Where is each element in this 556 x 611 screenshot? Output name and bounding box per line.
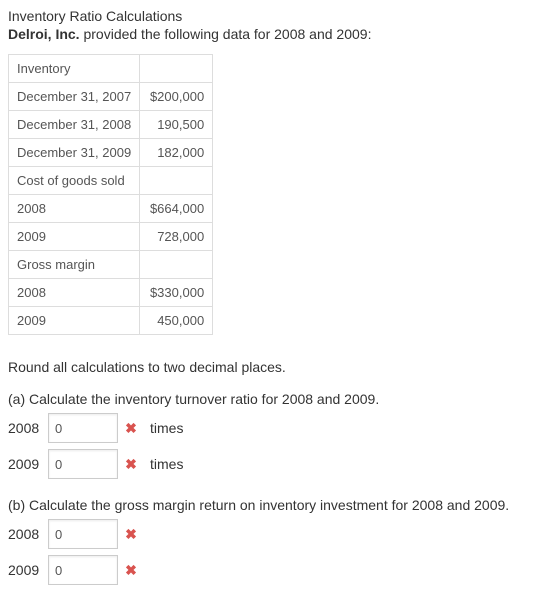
- table-row: 2008$664,000: [9, 195, 213, 223]
- answer-year-label: 2008: [8, 420, 42, 436]
- table-cell-label: December 31, 2008: [9, 111, 140, 139]
- answer-row: 2008 ✖ times: [8, 413, 548, 443]
- table-row: 2008$330,000: [9, 279, 213, 307]
- table-cell-value: 182,000: [140, 139, 213, 167]
- question-a-answers: 2008 ✖ times 2009 ✖ times: [8, 413, 548, 479]
- question-a-prompt: (a) Calculate the inventory turnover rat…: [8, 391, 548, 407]
- gross-margin-roi-2008-input[interactable]: [48, 519, 118, 549]
- answer-row: 2008 ✖: [8, 519, 548, 549]
- incorrect-icon: ✖: [124, 457, 138, 471]
- answer-row: 2009 ✖ times: [8, 449, 548, 479]
- incorrect-icon: ✖: [124, 527, 138, 541]
- answer-year-label: 2009: [8, 562, 42, 578]
- answer-year-label: 2009: [8, 456, 42, 472]
- table-row: Gross margin: [9, 251, 213, 279]
- table-cell-label: 2008: [9, 195, 140, 223]
- page-title: Inventory Ratio Calculations: [8, 8, 548, 24]
- answer-year-label: 2008: [8, 526, 42, 542]
- incorrect-icon: ✖: [124, 563, 138, 577]
- table-cell-label: December 31, 2009: [9, 139, 140, 167]
- intro-text: Delroi, Inc. provided the following data…: [8, 26, 548, 42]
- table-row: December 31, 2007$200,000: [9, 83, 213, 111]
- table-row: December 31, 2009182,000: [9, 139, 213, 167]
- table-cell-label: Gross margin: [9, 251, 140, 279]
- table-cell-value: $664,000: [140, 195, 213, 223]
- answer-row: 2009 ✖: [8, 555, 548, 585]
- table-cell-value: 190,500: [140, 111, 213, 139]
- question-b-answers: 2008 ✖ 2009 ✖: [8, 519, 548, 585]
- table-row: Cost of goods sold: [9, 167, 213, 195]
- incorrect-icon: ✖: [124, 421, 138, 435]
- table-cell-value: [140, 167, 213, 195]
- table-row: December 31, 2008190,500: [9, 111, 213, 139]
- table-row: 2009450,000: [9, 307, 213, 335]
- table-cell-label: December 31, 2007: [9, 83, 140, 111]
- table-cell-value: [140, 55, 213, 83]
- data-table: InventoryDecember 31, 2007$200,000Decemb…: [8, 54, 213, 335]
- table-cell-value: $200,000: [140, 83, 213, 111]
- table-cell-label: 2009: [9, 307, 140, 335]
- answer-unit: times: [150, 456, 183, 472]
- table-cell-value: 728,000: [140, 223, 213, 251]
- gross-margin-roi-2009-input[interactable]: [48, 555, 118, 585]
- table-cell-label: 2009: [9, 223, 140, 251]
- table-cell-label: Inventory: [9, 55, 140, 83]
- table-cell-value: 450,000: [140, 307, 213, 335]
- table-cell-value: [140, 251, 213, 279]
- table-cell-label: 2008: [9, 279, 140, 307]
- question-b-prompt: (b) Calculate the gross margin return on…: [8, 497, 548, 513]
- table-row: Inventory: [9, 55, 213, 83]
- inventory-turnover-2008-input[interactable]: [48, 413, 118, 443]
- rounding-instruction: Round all calculations to two decimal pl…: [8, 359, 548, 375]
- answer-unit: times: [150, 420, 183, 436]
- table-row: 2009728,000: [9, 223, 213, 251]
- inventory-turnover-2009-input[interactable]: [48, 449, 118, 479]
- table-cell-label: Cost of goods sold: [9, 167, 140, 195]
- table-cell-value: $330,000: [140, 279, 213, 307]
